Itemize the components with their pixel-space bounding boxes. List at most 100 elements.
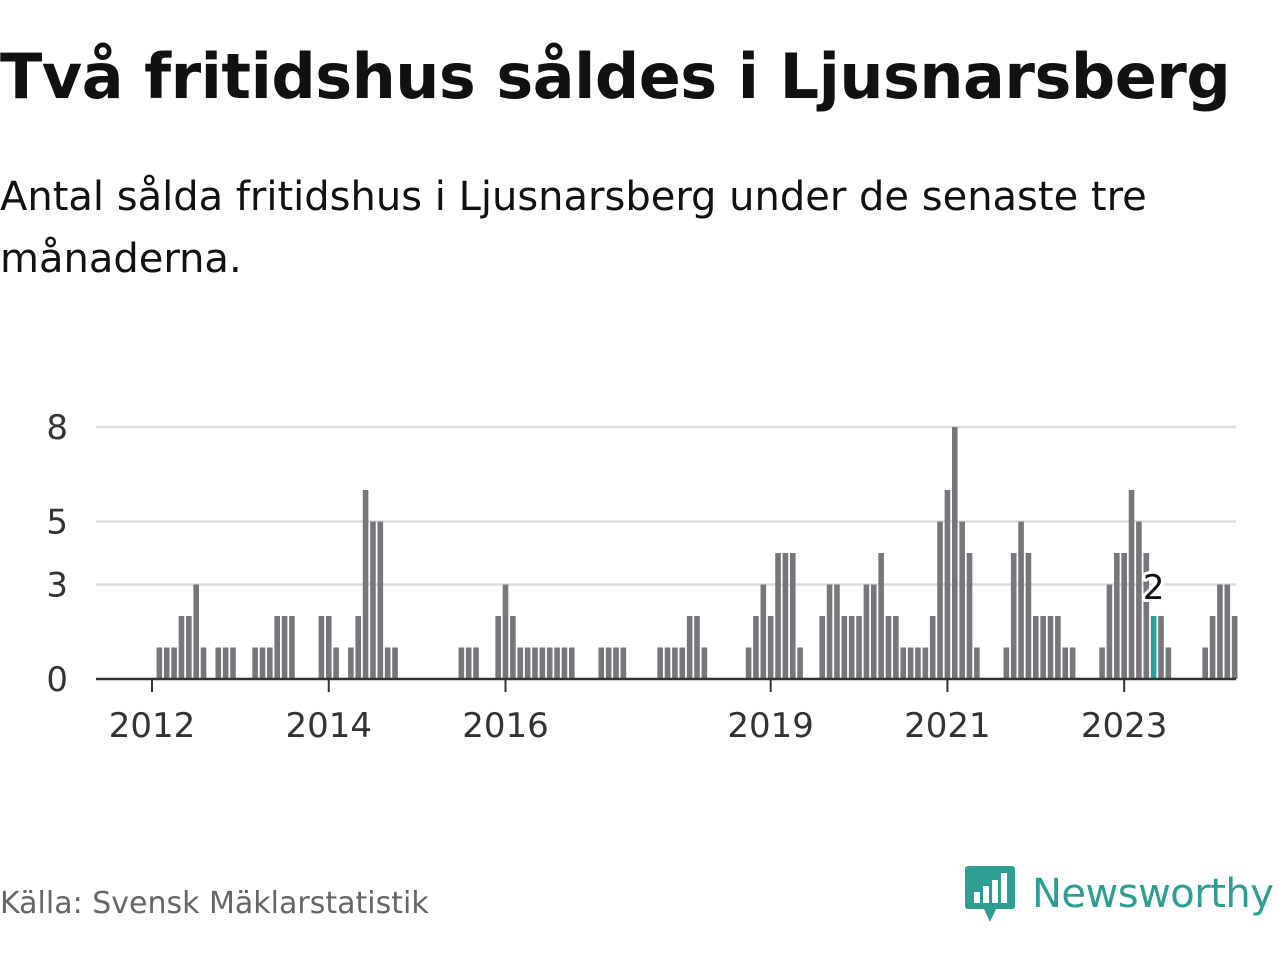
- bar-2021-12: [1025, 553, 1032, 679]
- bar-2018-04: [701, 647, 708, 679]
- bar-2021-04: [966, 553, 973, 679]
- bar-2023-01: [1121, 553, 1127, 679]
- bar-undefined: [1209, 616, 1216, 679]
- bar-2020-09: [915, 647, 921, 679]
- bar-2023-07: [1165, 647, 1172, 679]
- bar-2016-03: [517, 647, 524, 679]
- bar-2015-07: [458, 647, 465, 679]
- x-tick-label: 2023: [1081, 706, 1168, 746]
- bar-2019-03: [782, 553, 789, 679]
- y-tick-label: 3: [46, 566, 68, 606]
- bar-2012-08: [200, 647, 207, 679]
- bar-2023-06: [1158, 616, 1164, 679]
- bar-2014-06: [362, 490, 369, 679]
- newsworthy-logo-text: Newsworthy: [1032, 871, 1274, 917]
- bar-2014-05: [355, 616, 362, 679]
- bar-2013-04: [259, 647, 266, 679]
- chart-subtitle: Antal sålda fritidshus i Ljusnarsberg un…: [0, 174, 1147, 282]
- bar-2019-04: [789, 553, 796, 679]
- bar-2018-11: [753, 616, 759, 679]
- bar-2022-02: [1040, 616, 1046, 679]
- bar-2020-07: [900, 647, 907, 679]
- bar-2023-05: [1150, 616, 1157, 679]
- bar-2021-01: [944, 490, 951, 679]
- x-tick-label: 2014: [285, 706, 372, 746]
- y-tick-label: 8: [46, 408, 68, 448]
- bar-2022-05: [1062, 647, 1069, 679]
- bar-2012-07: [193, 584, 199, 679]
- bar-2014-01: [325, 616, 332, 679]
- newsworthy-logo: Newsworthy: [964, 864, 1274, 924]
- gridlines: [96, 425, 1236, 586]
- y-axis-labels: 0 3 5 8: [46, 408, 68, 700]
- annotations: 2: [1140, 565, 1168, 611]
- bar-chart: 0 3 5 8 2012 2014 2016 2019 2021 2023 2: [46, 408, 1238, 746]
- bar-2018-12: [760, 584, 767, 679]
- bar-2018-03: [694, 616, 700, 679]
- bar-2020-12: [937, 521, 943, 679]
- bar-2018-02: [686, 616, 693, 679]
- bar-2014-04: [348, 647, 354, 679]
- bar-2018-10: [745, 647, 752, 679]
- bar-undefined: [1202, 647, 1208, 679]
- bar-undefined: [1231, 616, 1238, 679]
- bar-2012-10: [215, 647, 222, 679]
- x-axis-ticks: 2012 2014 2016 2019 2021 2023: [109, 679, 1168, 746]
- bar-2019-10: [834, 584, 840, 679]
- bar-2021-09: [1003, 647, 1010, 679]
- bar-2022-03: [1047, 616, 1054, 679]
- bar-2022-10: [1099, 647, 1105, 679]
- bar-2012-05: [178, 616, 185, 679]
- bar-2019-11: [841, 616, 848, 679]
- bar-2013-05: [267, 647, 273, 679]
- bar-2017-12: [672, 647, 678, 679]
- bar-2023-02: [1128, 490, 1135, 679]
- bar-2014-09: [384, 647, 391, 679]
- bar-2022-12: [1114, 553, 1120, 679]
- bar-2021-02: [951, 427, 958, 679]
- bar-2016-10: [569, 647, 575, 679]
- bar-2019-09: [826, 584, 833, 679]
- bar-2012-03: [163, 647, 170, 679]
- bar-2023-04: [1143, 553, 1150, 679]
- bar-2020-04: [878, 553, 884, 679]
- bar-2022-01: [1033, 616, 1039, 679]
- bar-2021-10: [1010, 553, 1017, 679]
- bar-2020-03: [870, 584, 877, 679]
- bar-2016-05: [532, 647, 538, 679]
- bar-2019-08: [819, 616, 826, 679]
- bar-2020-05: [885, 616, 892, 679]
- bar-2013-12: [318, 616, 325, 679]
- highlight-value-label: 2: [1143, 568, 1165, 608]
- bar-2012-12: [230, 647, 236, 679]
- bar-2021-03: [959, 521, 965, 679]
- y-tick-label: 5: [46, 503, 68, 543]
- bar-2020-08: [907, 647, 914, 679]
- bar-2019-12: [848, 616, 855, 679]
- x-tick-label: 2016: [462, 706, 549, 746]
- bar-2017-03: [605, 647, 612, 679]
- bar-2020-11: [929, 616, 936, 679]
- bar-2015-12: [495, 616, 501, 679]
- bar-2016-02: [510, 616, 516, 679]
- x-tick-label: 2019: [727, 706, 814, 746]
- bar-2016-01: [502, 584, 509, 679]
- bar-2013-06: [274, 616, 280, 679]
- bar-2013-03: [252, 647, 258, 679]
- x-tick-label: 2021: [904, 706, 991, 746]
- bar-2019-01: [767, 616, 774, 679]
- source-note: Källa: Svensk Mäklarstatistik: [0, 886, 429, 921]
- bar-2019-02: [775, 553, 781, 679]
- bar-2018-01: [679, 647, 686, 679]
- bar-2014-07: [370, 521, 376, 679]
- bar-2021-11: [1018, 521, 1024, 679]
- bar-undefined: [1224, 584, 1231, 679]
- bar-undefined: [1217, 584, 1223, 679]
- bar-2012-02: [156, 647, 163, 679]
- bar-2017-04: [613, 647, 619, 679]
- bar-2020-02: [863, 584, 870, 679]
- bar-2017-10: [657, 647, 663, 679]
- bar-2014-10: [392, 647, 398, 679]
- bar-2022-06: [1069, 647, 1076, 679]
- bar-2020-06: [893, 616, 899, 679]
